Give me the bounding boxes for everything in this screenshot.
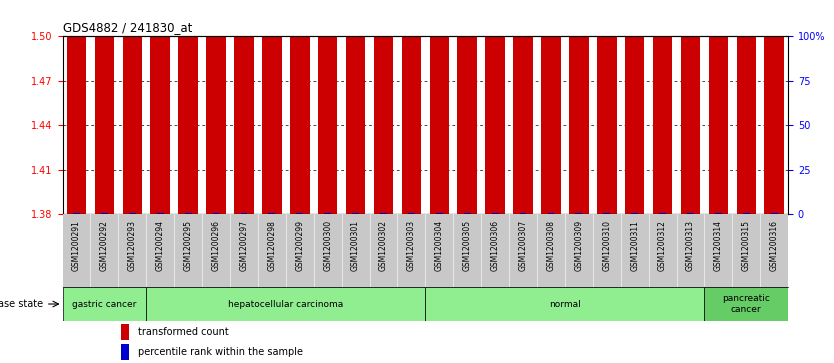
Bar [457, 0, 477, 214]
Bar [262, 0, 282, 214]
Text: GSM1200300: GSM1200300 [323, 220, 332, 271]
Bar [659, 213, 666, 214]
Bar [603, 213, 610, 214]
Bar [625, 0, 645, 214]
Text: GSM1200312: GSM1200312 [658, 220, 667, 271]
Bar [374, 0, 394, 214]
Bar [736, 0, 756, 214]
Bar [485, 0, 505, 214]
Text: GSM1200297: GSM1200297 [239, 220, 249, 271]
Bar [597, 0, 616, 214]
Text: disease state: disease state [0, 299, 43, 309]
Bar [653, 0, 672, 214]
Bar [464, 213, 470, 214]
Text: GSM1200314: GSM1200314 [714, 220, 723, 271]
Bar [121, 324, 129, 340]
Bar [352, 213, 359, 214]
Bar [240, 213, 248, 214]
Bar [324, 213, 331, 214]
Bar [771, 213, 777, 214]
Text: normal: normal [549, 299, 580, 309]
Bar [123, 0, 142, 214]
Text: GSM1200292: GSM1200292 [100, 220, 109, 271]
Bar [73, 213, 80, 214]
Text: gastric cancer: gastric cancer [73, 299, 137, 309]
Text: GSM1200316: GSM1200316 [770, 220, 779, 271]
Bar [547, 213, 555, 214]
Bar [63, 287, 146, 321]
Text: GSM1200315: GSM1200315 [741, 220, 751, 271]
Text: GSM1200306: GSM1200306 [490, 220, 500, 271]
Text: GSM1200298: GSM1200298 [268, 220, 276, 271]
Bar [430, 0, 449, 214]
Bar [402, 0, 421, 214]
Bar [269, 213, 275, 214]
Text: GSM1200301: GSM1200301 [351, 220, 360, 271]
Text: GSM1200310: GSM1200310 [602, 220, 611, 271]
Bar [709, 0, 728, 214]
Bar [101, 213, 108, 214]
Text: GSM1200308: GSM1200308 [546, 220, 555, 271]
Bar [94, 0, 114, 214]
Text: GSM1200311: GSM1200311 [631, 220, 639, 271]
Text: hepatocellular carcinoma: hepatocellular carcinoma [229, 299, 344, 309]
Bar [541, 0, 560, 214]
Bar [715, 213, 721, 214]
Bar [150, 0, 170, 214]
Text: GSM1200296: GSM1200296 [212, 220, 220, 271]
Text: GDS4882 / 241830_at: GDS4882 / 241830_at [63, 21, 192, 34]
Bar [436, 213, 443, 214]
Bar [318, 0, 338, 214]
Bar [380, 213, 387, 214]
Text: GSM1200293: GSM1200293 [128, 220, 137, 271]
Bar [425, 287, 705, 321]
Bar [687, 213, 694, 214]
Text: GSM1200304: GSM1200304 [435, 220, 444, 271]
Bar [569, 0, 589, 214]
Text: GSM1200302: GSM1200302 [379, 220, 388, 271]
Bar [290, 0, 309, 214]
Text: GSM1200303: GSM1200303 [407, 220, 416, 271]
Bar [234, 0, 254, 214]
Bar [296, 213, 304, 214]
Bar [705, 287, 788, 321]
Bar [765, 0, 784, 214]
Text: percentile rank within the sample: percentile rank within the sample [138, 347, 303, 357]
Bar [631, 213, 638, 214]
Bar [346, 0, 365, 214]
Bar [681, 0, 701, 214]
Text: GSM1200313: GSM1200313 [686, 220, 695, 271]
Bar [520, 213, 526, 214]
Bar [492, 213, 499, 214]
Bar [513, 0, 533, 214]
Bar [743, 213, 750, 214]
Text: GSM1200299: GSM1200299 [295, 220, 304, 271]
Text: GSM1200295: GSM1200295 [183, 220, 193, 271]
Bar [157, 213, 163, 214]
Bar [178, 0, 198, 214]
Text: pancreatic
cancer: pancreatic cancer [722, 294, 771, 314]
Bar [213, 213, 219, 214]
Bar [67, 0, 86, 214]
Text: GSM1200307: GSM1200307 [519, 220, 528, 271]
Bar [575, 213, 582, 214]
Bar [184, 213, 192, 214]
Bar [206, 0, 226, 214]
Bar [408, 213, 414, 214]
Bar [121, 344, 129, 360]
Text: GSM1200305: GSM1200305 [463, 220, 472, 271]
Bar [129, 213, 136, 214]
Text: GSM1200291: GSM1200291 [72, 220, 81, 271]
Bar [146, 287, 425, 321]
Text: GSM1200294: GSM1200294 [156, 220, 165, 271]
Text: GSM1200309: GSM1200309 [575, 220, 583, 271]
Text: transformed count: transformed count [138, 327, 229, 337]
